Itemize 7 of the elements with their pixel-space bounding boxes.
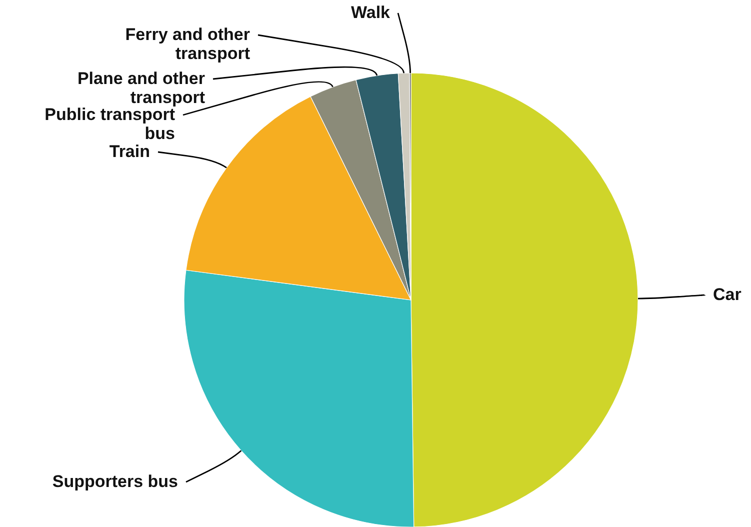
slice-label: Ferry and other transport xyxy=(125,25,250,63)
slice-label: Supporters bus xyxy=(52,472,178,491)
slice-label: Train xyxy=(109,142,150,161)
slice-label: Public transport bus xyxy=(44,105,176,143)
slice-label: Car xyxy=(713,285,742,304)
slice-label: Plane and other transport xyxy=(77,69,206,107)
slice-label: Walk xyxy=(350,3,391,22)
